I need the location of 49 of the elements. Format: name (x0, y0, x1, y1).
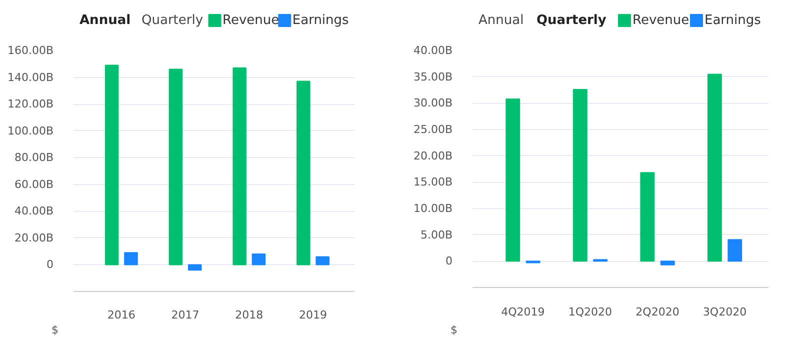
y-tick-label: 25.00B (413, 123, 453, 136)
chart-title: Quarterly (536, 13, 607, 28)
x-tick-label: 1Q2020 (568, 306, 612, 318)
x-tick-label: 2018 (235, 308, 264, 322)
bar (728, 239, 742, 262)
y-tick-label: 20.00B (413, 149, 453, 162)
bar (232, 67, 246, 266)
chart-title: Annual (80, 13, 131, 28)
text: $ (450, 324, 458, 336)
y-tick-label: 160.00B (7, 44, 54, 57)
bar (572, 88, 588, 262)
legend-label: Earnings (704, 13, 762, 28)
bar (168, 68, 183, 266)
bar (660, 260, 675, 266)
legend-label: Revenue (632, 13, 690, 28)
x-tick-label: 4Q2019 (501, 306, 545, 318)
x-tick-label: 2019 (298, 308, 327, 322)
y-tick-label: 120.00B (7, 98, 54, 111)
y-tick-label: 40.00B (413, 44, 453, 57)
x-tick-label: 2016 (107, 308, 136, 322)
bar (188, 264, 202, 271)
x-tick-label: 2017 (171, 308, 200, 322)
y-tick-label: 15.00B (413, 176, 453, 189)
y-tick-label: 100.00B (7, 124, 54, 138)
y-tick-label: 0 (46, 258, 54, 272)
bar (506, 98, 520, 262)
bar (296, 80, 310, 266)
y-tick-label: 10.00B (413, 202, 453, 215)
text: Annual (478, 13, 524, 28)
legend-label: Earnings (292, 13, 350, 28)
bar (707, 74, 722, 262)
y-tick-label: 5.00B (420, 228, 453, 242)
text: Quarterly (142, 13, 204, 28)
y-tick-label: 35.00B (413, 70, 453, 84)
x-tick-label: 3Q2020 (702, 306, 747, 318)
y-tick-label: 60.00B (14, 178, 54, 191)
y-tick-label: 80.00B (14, 151, 54, 164)
y-tick-label: 30.00B (413, 96, 453, 110)
y-tick-label: 20.00B (14, 231, 54, 244)
bar (316, 256, 330, 266)
y-tick-label: 0 (446, 254, 452, 268)
bar (124, 252, 138, 266)
text: $ (52, 324, 58, 336)
bar (640, 172, 655, 262)
bar (252, 254, 266, 266)
y-tick-label: 40.00B (14, 204, 54, 218)
y-tick-label: 140.00B (7, 70, 54, 84)
x-tick-label: 2Q2020 (636, 306, 680, 318)
bar (104, 64, 119, 266)
